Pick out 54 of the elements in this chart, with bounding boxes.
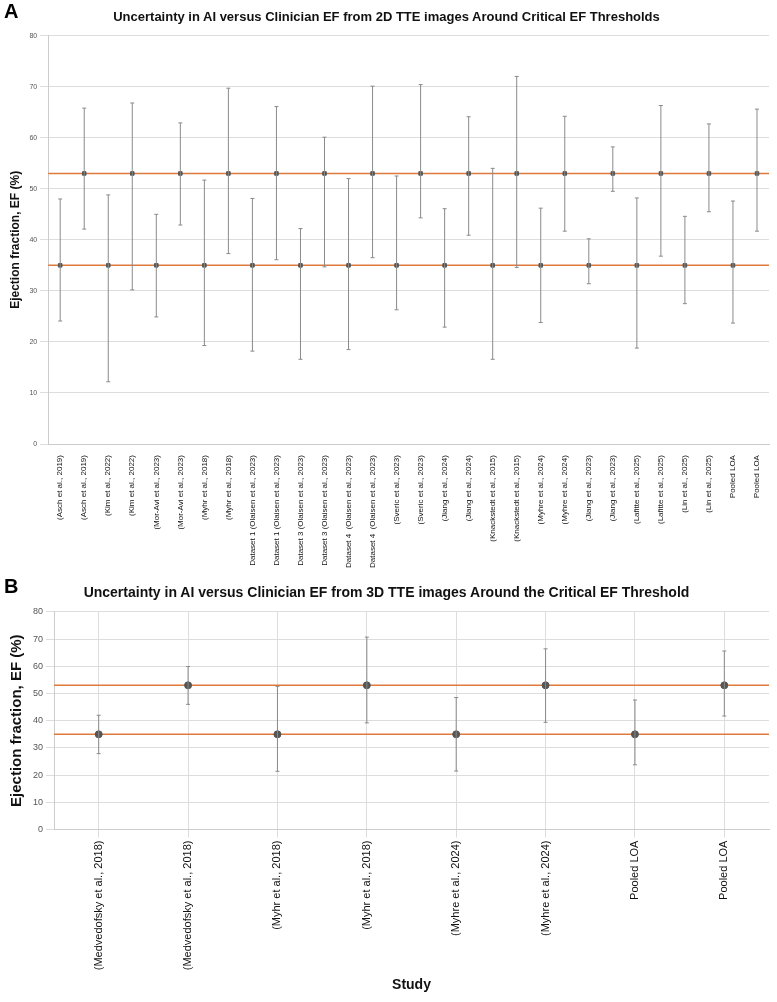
x-tick-label: Dataset 1 (Olaisen et al., 2023) bbox=[247, 454, 257, 566]
text: A bbox=[4, 0, 19, 23]
y-tick-label: 60 bbox=[33, 660, 44, 671]
x-tick-label: (Mor-Avi et al., 2023) bbox=[151, 454, 161, 530]
x-tick-label: (Asch et al., 2019) bbox=[55, 454, 65, 520]
x-tick-label: (Knackstedt et al., 2015) bbox=[511, 454, 521, 542]
x-tick-label: (Mor-Avi et al., 2023) bbox=[175, 454, 185, 530]
x-tick-label: (Jiang et al., 2023) bbox=[608, 454, 618, 522]
y-tick-label: 50 bbox=[33, 687, 44, 698]
x-tick-label: (Sveric et al., 2023) bbox=[391, 454, 401, 525]
x-tick-label: Dataset 3 (Olaisen et al., 2023) bbox=[319, 454, 329, 566]
chart-title: Uncertainty in AI versus Clinician EF from 3D TTE images Around the Critical EF Threshold bbox=[83, 584, 690, 601]
y-axis-title: Ejection fraction, EF (%) bbox=[7, 634, 25, 807]
x-tick-label: (Jiang et al., 2023) bbox=[584, 454, 593, 522]
x-tick-label: (Myhr et al., 2018) bbox=[223, 454, 233, 520]
x-tick-label: (Kim et al., 2022) bbox=[103, 454, 113, 516]
x-axis-title: Study bbox=[392, 976, 432, 993]
x-tick-label: (Lafitte et al., 2025) bbox=[632, 454, 642, 524]
x-tick-label: (Medvedofsky et al., 2018) bbox=[91, 840, 104, 971]
y-tick-label: 70 bbox=[33, 633, 44, 644]
x-tick-label: Dataset 4 (Olaisen et al., 2023) bbox=[343, 454, 353, 568]
x-tick-label: (Jiang et al., 2024) bbox=[439, 454, 449, 522]
x-tick-label: (Knackstedt et al., 2015) bbox=[487, 454, 497, 542]
text: B bbox=[4, 575, 19, 598]
x-tick-label: (Lafitte et al., 2025) bbox=[656, 454, 666, 524]
x-tick-label: (Myhre et al., 2024) bbox=[559, 454, 569, 525]
chart-title: Uncertainty in AI versus Clinician EF from 2D TTE images Around Critical EF Thresholds bbox=[113, 9, 660, 25]
x-tick-label: Pooled LOA bbox=[728, 454, 738, 499]
x-tick-label: Pooled LOA bbox=[717, 839, 730, 900]
x-tick-label: (Myhr et al., 2018) bbox=[270, 840, 283, 930]
x-tick-label: Pooled LOA bbox=[752, 454, 762, 499]
y-tick-label: 80 bbox=[33, 606, 44, 617]
x-tick-label: Dataset 1 (Olaisen et al., 2023) bbox=[271, 454, 281, 566]
y-tick-label: 40 bbox=[33, 715, 44, 726]
y-tick-label: 20 bbox=[33, 769, 44, 780]
x-tick-label: (Myhr et al., 2018) bbox=[199, 454, 209, 520]
x-tick-label: (Medvedofsky et al., 2018) bbox=[181, 840, 194, 971]
x-tick-label: (Lin et al., 2025) bbox=[680, 454, 690, 513]
x-tick-label: (Jiang et al., 2024) bbox=[463, 454, 473, 522]
x-tick-label: (Myhre et al., 2024) bbox=[535, 454, 545, 525]
y-tick-label: 10 bbox=[33, 796, 44, 807]
x-tick-label: (Myhre et al., 2024) bbox=[538, 840, 551, 936]
x-tick-label: (Myhr et al., 2018) bbox=[359, 840, 372, 930]
y-tick-label: 0 bbox=[38, 824, 44, 835]
x-tick-label: (Sveric et al., 2023) bbox=[415, 454, 425, 525]
x-tick-label: (Lin et al., 2025) bbox=[704, 454, 714, 513]
x-tick-label: Dataset 4 (Olaisen et al., 2023) bbox=[367, 454, 377, 568]
x-tick-label: Dataset 3 (Olaisen et al., 2023) bbox=[295, 454, 305, 566]
x-tick-label: (Kim et al., 2022) bbox=[127, 454, 137, 516]
y-tick-label: 30 bbox=[33, 742, 44, 753]
x-tick-label: (Asch et al., 2019) bbox=[79, 454, 89, 520]
y-axis-title: Ejection fraction, EF (%) bbox=[7, 170, 22, 309]
x-tick-label: (Myhre et al., 2024) bbox=[449, 840, 462, 936]
x-tick-label: Pooled LOA bbox=[627, 839, 640, 900]
